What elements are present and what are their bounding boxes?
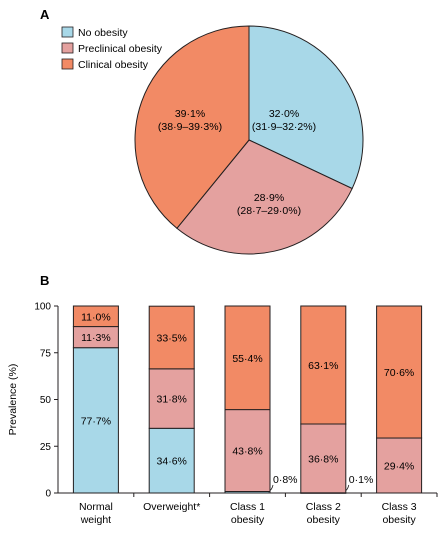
- x-category-label: Class 2: [306, 501, 341, 513]
- y-axis-title: Prevalence (%): [7, 364, 19, 436]
- y-tick-label: 25: [40, 442, 52, 453]
- legend-swatch: [61, 58, 74, 70]
- pie-slice-ci: (31·9–32·2%): [252, 121, 316, 133]
- x-category-label: obesity: [231, 514, 265, 526]
- legend-label: No obesity: [78, 27, 128, 39]
- x-category-label: Normal: [79, 501, 113, 513]
- bar-value-label: 29·4%: [384, 461, 414, 473]
- bar-value-label: 36·8%: [308, 453, 338, 465]
- pie-slice-ci: (28·7–29·0%): [237, 205, 301, 217]
- bar-value-label: 0·1%: [349, 474, 374, 486]
- y-tick-label: 50: [40, 395, 52, 406]
- bar-segment: [148, 368, 195, 429]
- bar-value-label: 43·8%: [232, 446, 262, 458]
- pie-chart: 32·0%(31·9–32·2%) 28·9%(28·7–29·0%) 39·1%(…: [134, 25, 364, 255]
- bar-value-label: 33·5%: [157, 333, 187, 345]
- bar-value-label: 0·8%: [273, 474, 298, 486]
- legend-swatch: [61, 26, 74, 38]
- bar-value-label: 34·6%: [157, 456, 187, 468]
- pie-slice-value: 32·0%: [269, 108, 299, 120]
- legend: No obesity Preclinical obesity Clinical ob…: [61, 26, 163, 71]
- bar-segment: [224, 409, 271, 493]
- bar-value-label: 70·6%: [384, 367, 414, 379]
- pie-slice: [248, 25, 364, 190]
- bar-segment: [72, 347, 119, 494]
- bar-value-label: 55·4%: [232, 353, 262, 365]
- x-category-label: Class 1: [230, 501, 265, 513]
- legend-label: Clinical obesity: [78, 59, 149, 71]
- bar-value-label: 77·7%: [81, 415, 111, 427]
- panel-b-label: B: [40, 273, 49, 288]
- pie-slice-value: 39·1%: [175, 108, 205, 120]
- x-category-label: Overweight*: [143, 501, 200, 513]
- pie-slice-value: 28·9%: [254, 192, 284, 204]
- stacked-bar-chart: 0 25 50 75 100 Prevalence (%) 77·7% 11·3% 11·0% N…: [7, 302, 438, 526]
- x-category-label: obesity: [307, 514, 341, 526]
- legend-swatch: [61, 42, 74, 54]
- bar-value-label: 31·8%: [157, 394, 187, 406]
- bar-value-label: 11·3%: [81, 332, 111, 344]
- bar-segment: [148, 305, 195, 370]
- bar-segment: [376, 437, 423, 494]
- y-tick-label: 0: [45, 489, 51, 500]
- bar-segment: [376, 305, 423, 439]
- pie-slice: [176, 139, 353, 255]
- bar-segment: [224, 305, 271, 411]
- bar-segment: [300, 423, 347, 494]
- legend-label: Preclinical obesity: [78, 43, 163, 55]
- bar-segment: [300, 305, 347, 425]
- y-tick-label: 75: [40, 348, 52, 359]
- pie-slice: [134, 25, 250, 229]
- pie-slice-ci: (38·9–39·3%): [158, 121, 222, 133]
- bar-value-label: 11·0%: [81, 311, 111, 323]
- x-category-label: Class 3: [382, 501, 417, 513]
- bar-segment: [72, 305, 119, 328]
- x-category-label: weight: [80, 514, 111, 526]
- y-tick-label: 100: [34, 302, 51, 313]
- x-category-label: obesity: [382, 514, 416, 526]
- bar-value-label: 63·1%: [308, 360, 338, 372]
- panel-a-label: A: [40, 7, 50, 22]
